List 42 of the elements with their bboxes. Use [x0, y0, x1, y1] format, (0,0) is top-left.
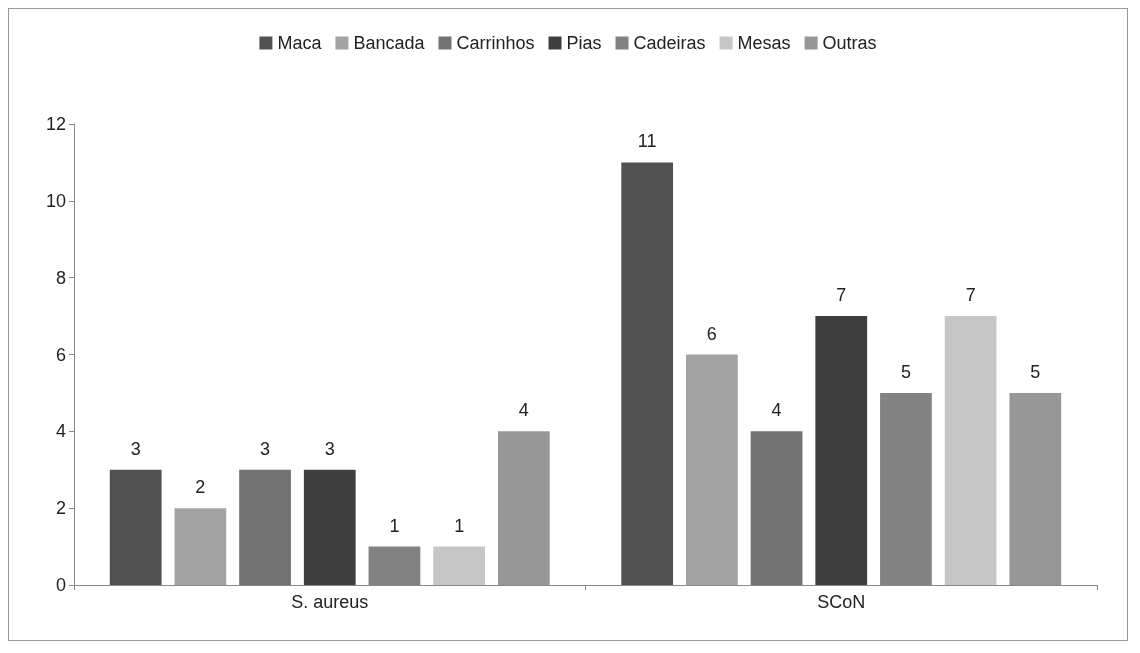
data-label: 2 — [195, 477, 206, 498]
legend-label: Maca — [277, 33, 323, 53]
y-tick-label: 4 — [55, 421, 66, 442]
legend-label: Outras — [822, 33, 877, 53]
data-label: 3 — [260, 438, 271, 459]
bar — [621, 162, 674, 585]
legend-label: Carrinhos — [456, 33, 535, 53]
data-label: 7 — [965, 285, 976, 306]
x-tick-label: SCoN — [817, 592, 866, 612]
y-tick-label: 10 — [45, 190, 66, 211]
legend-label: Bancada — [353, 33, 426, 53]
data-label: 7 — [836, 285, 847, 306]
bar — [109, 469, 162, 585]
bar — [303, 469, 356, 585]
data-label: 1 — [454, 515, 465, 536]
x-tick-label: S. aureus — [291, 592, 369, 612]
data-label: 4 — [518, 400, 529, 421]
bar — [239, 469, 291, 585]
bar — [685, 354, 738, 585]
bar — [433, 546, 486, 585]
legend-label: Cadeiras — [633, 33, 706, 53]
data-label: 4 — [771, 400, 782, 421]
data-label: 6 — [706, 323, 717, 344]
legend-label: Mesas — [737, 33, 791, 53]
legend-label: Pias — [566, 33, 602, 53]
data-label: 3 — [324, 438, 335, 459]
y-tick-label: 12 — [45, 114, 66, 134]
data-label: 3 — [130, 438, 141, 459]
data-label: 11 — [637, 131, 657, 152]
y-tick-label: 2 — [55, 498, 66, 519]
bar — [815, 316, 868, 585]
y-tick-label: 0 — [55, 575, 66, 595]
bar — [174, 508, 227, 585]
data-label: 5 — [1030, 361, 1041, 382]
y-tick-label: 6 — [55, 344, 66, 365]
bar — [1009, 392, 1062, 585]
data-label: 1 — [389, 515, 400, 536]
y-tick-label: 8 — [55, 267, 66, 288]
data-label: 5 — [900, 361, 911, 382]
bar — [750, 431, 803, 585]
bar — [497, 431, 550, 585]
bar — [944, 316, 997, 585]
